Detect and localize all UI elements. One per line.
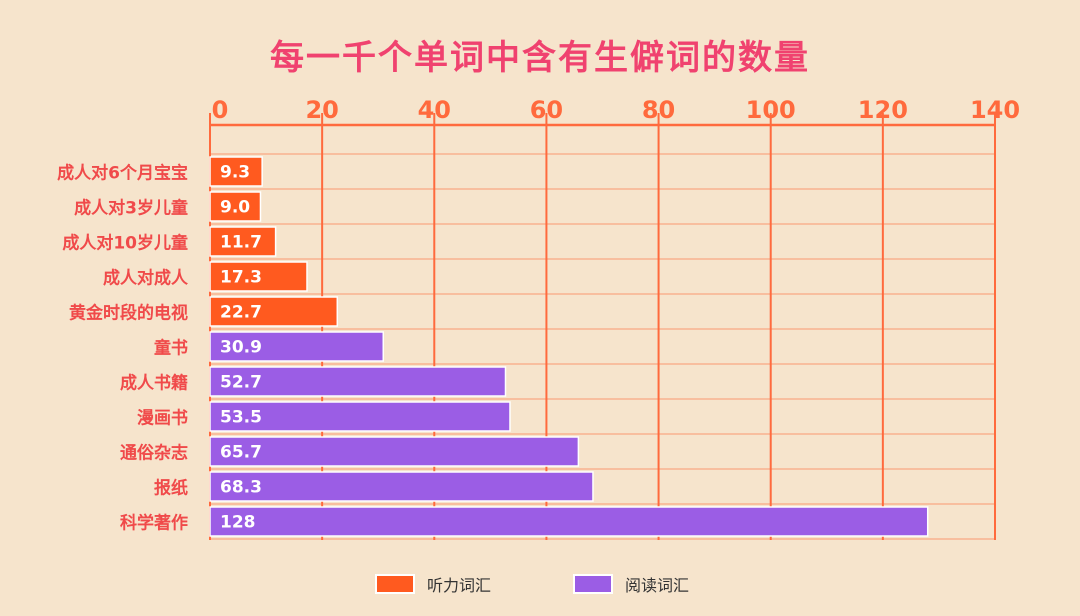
legend-label-listening: 听力词汇 xyxy=(427,576,492,595)
bar xyxy=(209,401,511,432)
legend-item-listening: 听力词汇 xyxy=(375,572,491,596)
bar-value-label: 53.5 xyxy=(220,408,262,428)
category-label: 成人对3岁儿童 xyxy=(74,198,188,219)
x-tick-label: 0 xyxy=(212,96,229,124)
bar xyxy=(209,156,263,187)
category-label: 通俗杂志 xyxy=(120,443,188,464)
category-label: 科学著作 xyxy=(120,513,188,534)
bar-value-label: 11.7 xyxy=(220,233,262,253)
bar-value-label: 30.9 xyxy=(220,338,262,358)
category-label: 成人对成人 xyxy=(103,268,189,289)
legend-swatch-listening xyxy=(375,574,415,594)
category-label: 成人对6个月宝宝 xyxy=(57,163,188,184)
x-tick-label: 20 xyxy=(305,96,338,124)
bar-value-label: 17.3 xyxy=(220,268,262,288)
category-label: 成人对10岁儿童 xyxy=(62,233,188,254)
bar xyxy=(209,471,594,502)
category-label: 黄金时段的电视 xyxy=(69,303,188,324)
chart-title: 每一千个单词中含有生僻词的数量 xyxy=(270,38,810,78)
category-label: 报纸 xyxy=(154,478,188,499)
x-tick-label: 140 xyxy=(970,96,1020,124)
legend-item-reading: 阅读词汇 xyxy=(573,572,689,596)
bar xyxy=(209,226,277,257)
bar-value-label: 128 xyxy=(220,513,256,533)
x-tick-label: 60 xyxy=(530,96,563,124)
legend: 听力词汇 阅读词汇 xyxy=(0,572,1080,596)
bar-value-label: 68.3 xyxy=(220,478,262,498)
category-label: 童书 xyxy=(154,338,188,359)
bar-value-label: 52.7 xyxy=(220,373,262,393)
bar xyxy=(209,366,507,397)
legend-label-reading: 阅读词汇 xyxy=(625,576,690,595)
bar xyxy=(209,261,308,292)
x-tick-label: 40 xyxy=(418,96,451,124)
bar xyxy=(209,331,385,362)
legend-swatch-reading xyxy=(573,574,613,594)
bar xyxy=(209,436,580,467)
bar xyxy=(209,296,339,327)
bar-value-label: 9.0 xyxy=(220,198,250,218)
bar-value-label: 9.3 xyxy=(220,163,250,183)
x-tick-label: 100 xyxy=(746,96,796,124)
x-tick-label: 80 xyxy=(642,96,675,124)
bar-value-label: 65.7 xyxy=(220,443,262,463)
x-tick-label: 120 xyxy=(858,96,908,124)
category-label: 成人书籍 xyxy=(120,373,188,394)
bar xyxy=(209,506,929,537)
bar-value-label: 22.7 xyxy=(220,303,262,323)
category-label: 漫画书 xyxy=(137,408,188,429)
bar xyxy=(209,191,262,222)
